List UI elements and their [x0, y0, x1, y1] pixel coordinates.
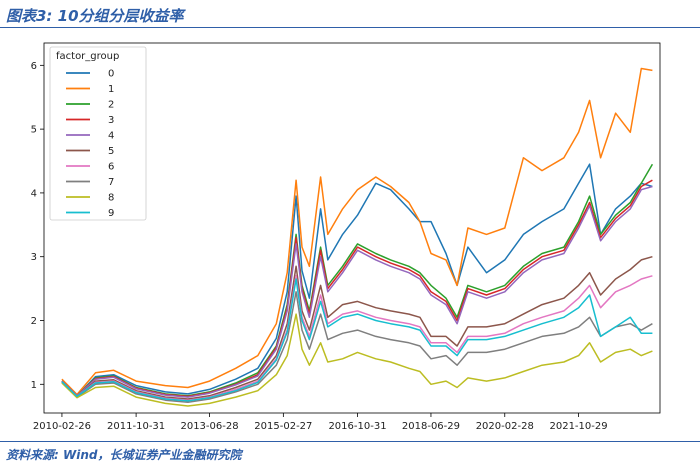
- figure-source: 资料来源: Wind，长城证券产业金融研究院: [6, 448, 242, 462]
- y-tick-label: 3: [31, 252, 37, 263]
- legend-label-1: 1: [108, 84, 114, 95]
- series-line-4: [61, 185, 653, 398]
- series-line-7: [61, 291, 653, 403]
- x-tick-label: 2015-02-27: [254, 421, 312, 432]
- title-rule: [0, 27, 700, 28]
- y-tick-label: 1: [31, 380, 37, 391]
- legend-label-6: 6: [108, 162, 114, 173]
- legend-label-8: 8: [108, 193, 114, 204]
- x-tick-label: 2013-06-28: [180, 421, 238, 432]
- x-tick-label: 2011-10-31: [107, 421, 165, 432]
- x-tick-label: 2010-02-26: [33, 421, 91, 432]
- x-tick-label: 2021-10-29: [549, 421, 607, 432]
- y-tick-label: 4: [31, 188, 37, 199]
- y-tick-label: 5: [31, 125, 37, 136]
- figure-title: 图表3: 10分组分层收益率: [6, 7, 184, 25]
- series-line-5: [61, 255, 653, 400]
- legend-label-4: 4: [108, 131, 114, 142]
- series-line-1: [61, 67, 653, 396]
- series-layer: [61, 67, 654, 407]
- legend: factor_group 0 1 2 3 4 5 6 7 8 9: [49, 46, 147, 221]
- legend-label-3: 3: [108, 115, 114, 126]
- source-rule: [0, 441, 700, 442]
- legend-label-5: 5: [108, 146, 114, 157]
- series-line-8: [61, 313, 653, 407]
- y-tick-label: 6: [31, 61, 37, 72]
- y-tick-label: 2: [31, 316, 37, 327]
- legend-label-2: 2: [108, 100, 114, 111]
- legend-label-7: 7: [108, 177, 114, 188]
- legend-title: factor_group: [56, 51, 119, 62]
- x-tick-label: 2016-10-31: [328, 421, 386, 432]
- x-tick-label: 2018-06-29: [402, 421, 460, 432]
- legend-label-9: 9: [108, 208, 114, 219]
- legend-box: [49, 46, 147, 221]
- plot-background: [44, 43, 660, 413]
- series-line-0: [61, 163, 653, 397]
- x-tick-label: 2020-02-28: [476, 421, 534, 432]
- x-axis: 2010-02-26 2011-10-31 2013-06-28 2015-02-27…: [33, 413, 608, 432]
- series-line-9: [61, 278, 653, 402]
- legend-label-0: 0: [108, 69, 114, 80]
- y-axis: 1 2 3 4 5 6: [31, 61, 44, 391]
- plot-frame: [43, 42, 661, 414]
